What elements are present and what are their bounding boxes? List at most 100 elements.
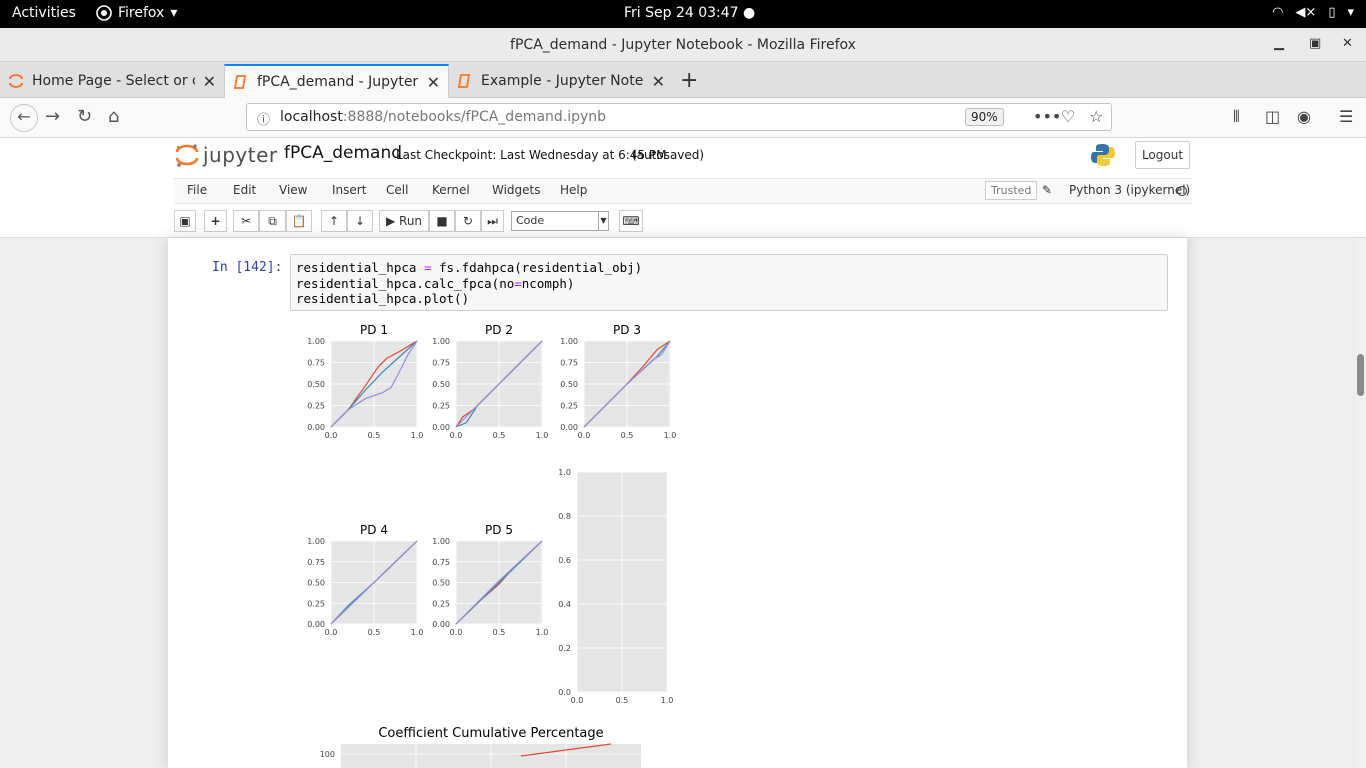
tab-label: Example - Jupyter Notebo [481, 73, 644, 89]
y-tick-label: 0.50 [432, 380, 450, 389]
bookmark-star-icon[interactable]: ☆ [1089, 107, 1104, 126]
chart-title: Coefficient Cumulative Percentage [378, 726, 603, 741]
notebook-icon [233, 75, 247, 89]
x-tick-label: 0.5 [621, 431, 634, 440]
menu-view[interactable]: View [279, 183, 308, 197]
close-window-icon[interactable]: ✕ [1342, 36, 1353, 51]
page-scrollbar[interactable] [1355, 238, 1366, 768]
app-menu[interactable]: Firefox ▾ [96, 5, 177, 21]
y-tick-label: 0.25 [307, 599, 325, 608]
y-tick-label: 0.50 [560, 380, 578, 389]
fast-forward-icon[interactable]: ⏭ [481, 210, 504, 232]
y-tick-label: 0.0 [558, 688, 571, 697]
tab-fpca-demand[interactable]: fPCA_demand - Jupyter N ✕ [224, 64, 449, 98]
menu-edit[interactable]: Edit [233, 183, 257, 197]
x-tick-label: 1.0 [536, 628, 549, 637]
zoom-level-button[interactable]: 90% [965, 108, 1004, 126]
y-tick-label: 0.00 [560, 423, 578, 432]
close-tab-icon[interactable]: ✕ [651, 71, 665, 91]
library-icon[interactable]: ⫴ [1233, 107, 1240, 126]
tab-strip: Home Page - Select or cr ✕ fPCA_demand -… [0, 62, 1366, 98]
kernel-name[interactable]: Python 3 (ipykernel) [1069, 183, 1191, 197]
kernel-idle-indicator [1177, 186, 1187, 196]
menu-file[interactable]: File [187, 183, 208, 197]
sidebar-icon[interactable]: ◫ [1265, 107, 1281, 126]
cell-prompt: In [142]: [212, 260, 283, 275]
move-down-icon[interactable]: ↓ [347, 210, 373, 232]
new-tab-icon[interactable]: + [680, 68, 699, 93]
hamburger-menu-icon[interactable]: ☰ [1339, 107, 1354, 126]
navigation-bar: ← → ↻ ⌂ ⓘ localhost:8888/notebooks/fPCA_… [0, 98, 1366, 138]
forward-icon[interactable]: → [45, 106, 61, 127]
scrollbar-thumb[interactable] [1357, 354, 1364, 396]
y-tick-label: 0.00 [432, 423, 450, 432]
account-icon[interactable]: ◉ [1297, 107, 1311, 126]
menu-widgets[interactable]: Widgets [492, 183, 541, 197]
menu-kernel[interactable]: Kernel [432, 183, 470, 197]
app-name: Firefox [118, 5, 165, 21]
url-text[interactable]: localhost:8888/notebooks/fPCA_demand.ipy… [280, 109, 606, 125]
code-text: residential_hpca [296, 260, 424, 275]
chevron-down-icon: ▾ [170, 5, 178, 21]
chart-panel: 0.00 0.25 0.50 0.75 1.00 0.0 0.5 1.0 PD 5 [432, 523, 548, 637]
code-line: residential_hpca.plot() [296, 291, 1162, 307]
paste-icon[interactable]: 📋 [286, 210, 312, 232]
series-line [330, 540, 418, 625]
page-actions-icon[interactable]: ••• [1033, 107, 1062, 126]
back-icon[interactable]: ← [10, 104, 38, 132]
jupyter-logo[interactable]: jupyter [175, 142, 278, 168]
system-top-bar: Activities Firefox ▾ Fri Sep 24 03:47 ● … [0, 0, 1366, 28]
activities-button[interactable]: Activities [12, 5, 76, 21]
keyboard-icon[interactable]: ⌨ [619, 210, 643, 232]
save-icon[interactable]: ▣ [174, 210, 196, 232]
x-tick-label: 0.0 [571, 696, 584, 705]
series-line [583, 340, 671, 428]
move-up-icon[interactable]: ↑ [321, 210, 347, 232]
minimize-icon[interactable]: ▁ [1274, 36, 1284, 51]
notebook-name[interactable]: fPCA_demand [284, 143, 403, 163]
maximize-icon[interactable]: ▣ [1309, 36, 1322, 51]
y-tick-label: 0.50 [307, 380, 325, 389]
tab-example[interactable]: Example - Jupyter Notebo ✕ [449, 64, 673, 98]
pencil-icon[interactable]: ✎ [1042, 183, 1053, 197]
firefox-icon [96, 5, 112, 21]
series-line [455, 340, 543, 428]
x-tick-label: 0.0 [325, 431, 338, 440]
copy-icon[interactable]: ⧉ [259, 210, 286, 232]
stop-icon[interactable]: ■ [429, 210, 455, 232]
cell-type-value: Code [516, 214, 545, 227]
y-tick-label: 0.75 [307, 558, 325, 567]
restart-icon[interactable]: ↻ [455, 210, 481, 232]
url-bar[interactable]: ⓘ localhost:8888/notebooks/fPCA_demand.i… [246, 103, 1112, 131]
cut-icon[interactable]: ✂ [233, 210, 259, 232]
reload-icon[interactable]: ↻ [77, 106, 93, 127]
close-tab-icon[interactable]: ✕ [202, 71, 216, 91]
chart-title: PD 1 [360, 323, 388, 337]
home-icon[interactable]: ⌂ [108, 106, 120, 127]
x-tick-label: 1.0 [411, 628, 424, 637]
x-tick-label: 1.0 [664, 431, 677, 440]
y-tick-label: 0.75 [432, 558, 450, 567]
y-tick-label: 0.50 [307, 579, 325, 588]
insert-cell-icon[interactable]: + [204, 210, 227, 232]
menu-insert[interactable]: Insert [332, 183, 367, 197]
info-icon[interactable]: ⓘ [257, 113, 271, 128]
clock[interactable]: Fri Sep 24 03:47 ● [624, 5, 756, 21]
chevron-down-icon: ▾ [1347, 5, 1354, 20]
trusted-badge[interactable]: Trusted [985, 181, 1038, 200]
window-titlebar: fPCA_demand - Jupyter Notebook - Mozilla… [0, 28, 1366, 62]
chart-panel: 0.00 0.25 0.50 0.75 1.00 0.0 0.5 1.0 PD 2 [432, 323, 548, 440]
run-button[interactable]: ▶ Run [379, 210, 429, 232]
cell-type-select[interactable]: Code ▼ [511, 211, 609, 231]
pocket-icon[interactable]: ♡ [1061, 107, 1076, 126]
logout-button[interactable]: Logout [1135, 141, 1190, 169]
menu-help[interactable]: Help [560, 183, 588, 197]
code-cell-input[interactable]: residential_hpca = fs.fdahpca(residentia… [290, 254, 1168, 311]
system-tray[interactable]: ◠ ◀× ▯ ▾ [1272, 5, 1354, 20]
menu-cell[interactable]: Cell [386, 183, 409, 197]
notebook-menubar: File Edit View Insert Cell Kernel Widget… [174, 178, 1192, 204]
close-tab-icon[interactable]: ✕ [426, 72, 440, 92]
window-title: fPCA_demand - Jupyter Notebook - Mozilla… [510, 37, 856, 53]
tab-home-page[interactable]: Home Page - Select or cr ✕ [0, 64, 224, 98]
notebook-icon [457, 74, 471, 88]
